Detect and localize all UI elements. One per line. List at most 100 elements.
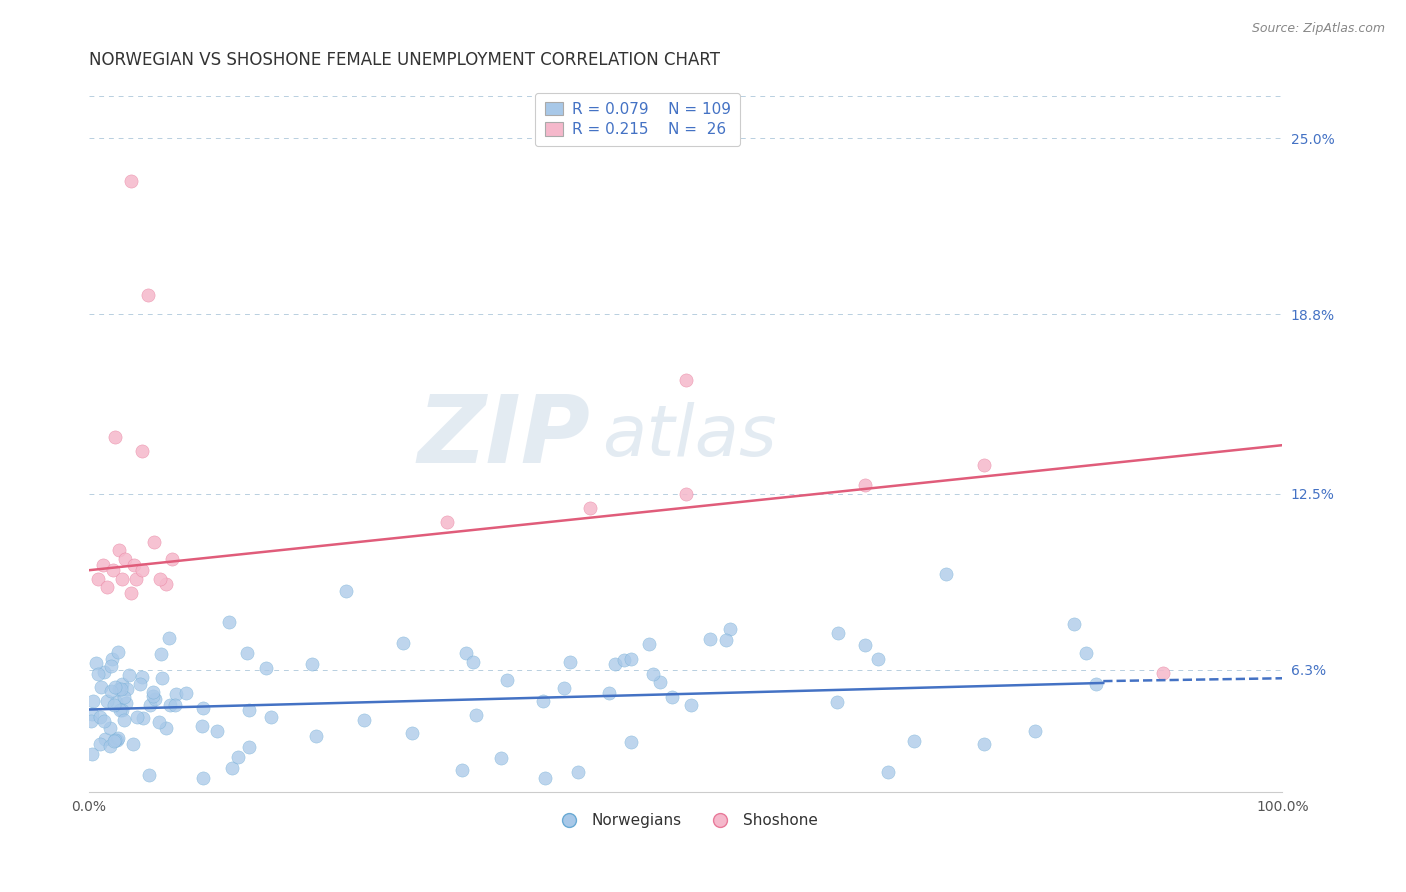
Point (82, 693, 104, 707)
Point (103, 698, 125, 712)
Point (111, 677, 134, 691)
Point (143, 692, 166, 706)
Text: NORWEGIAN VS SHOSHONE FEMALE UNEMPLOYMENT CORRELATION CHART: NORWEGIAN VS SHOSHONE FEMALE UNEMPLOYMEN… (89, 51, 720, 69)
Point (111, 572, 134, 586)
Point (100, 652, 122, 666)
Point (534, 771, 557, 785)
Point (579, 500, 602, 515)
Point (155, 722, 177, 736)
Text: ZIP: ZIP (418, 391, 591, 483)
Point (461, 655, 484, 669)
Point (157, 632, 180, 646)
Point (641, 666, 664, 681)
Point (80, 714, 103, 729)
Point (114, 696, 136, 710)
Point (108, 682, 131, 697)
Point (718, 622, 741, 636)
Point (238, 703, 260, 717)
Point (132, 711, 155, 725)
Point (605, 657, 627, 672)
Point (115, 681, 138, 696)
Point (93, 714, 115, 728)
Point (82, 747, 104, 761)
Point (1084, 677, 1107, 691)
Point (165, 687, 187, 701)
Point (661, 690, 683, 704)
Point (866, 652, 889, 666)
Point (675, 486, 697, 500)
Point (89, 737, 111, 751)
Point (93, 665, 115, 679)
Point (553, 681, 575, 696)
Point (131, 443, 153, 458)
Point (90, 681, 112, 695)
Point (456, 646, 478, 660)
Point (637, 637, 659, 651)
Point (138, 768, 160, 782)
Point (699, 632, 721, 647)
Point (401, 726, 423, 740)
Point (96, 694, 118, 708)
Point (1063, 617, 1085, 632)
Point (103, 734, 125, 748)
Point (648, 675, 671, 690)
Point (305, 729, 328, 743)
Point (877, 765, 900, 780)
Point (235, 646, 257, 660)
Point (1152, 665, 1174, 680)
Point (254, 660, 277, 674)
Point (131, 670, 153, 684)
Point (218, 615, 240, 630)
Point (679, 698, 702, 712)
Point (853, 478, 876, 492)
Point (193, 701, 215, 715)
Point (450, 763, 472, 777)
Point (392, 635, 415, 649)
Point (87, 666, 110, 681)
Point (107, 543, 129, 558)
Point (221, 761, 243, 775)
Point (91, 558, 114, 572)
Point (567, 764, 589, 779)
Point (238, 739, 260, 754)
Point (104, 733, 127, 747)
Point (80, 706, 103, 721)
Point (301, 657, 323, 671)
Point (935, 566, 957, 581)
Point (120, 174, 142, 188)
Point (714, 633, 737, 648)
Point (112, 690, 135, 704)
Point (159, 698, 181, 713)
Point (89, 710, 111, 724)
Point (598, 685, 620, 699)
Point (100, 683, 122, 698)
Point (193, 771, 215, 785)
Point (149, 572, 172, 586)
Point (107, 645, 129, 659)
Point (138, 287, 160, 301)
Point (100, 721, 122, 735)
Point (84, 656, 107, 670)
Point (489, 751, 512, 765)
Point (165, 698, 187, 712)
Point (155, 577, 177, 591)
Point (335, 583, 357, 598)
Point (125, 709, 148, 723)
Point (496, 673, 519, 688)
Point (128, 677, 150, 691)
Point (142, 689, 165, 703)
Point (131, 563, 153, 577)
Point (560, 656, 582, 670)
Point (205, 724, 228, 739)
Point (619, 652, 641, 666)
Point (1074, 646, 1097, 660)
Point (112, 713, 135, 727)
Point (162, 552, 184, 566)
Point (105, 695, 128, 709)
Point (98, 739, 121, 753)
Point (114, 552, 136, 566)
Point (120, 586, 142, 600)
Point (1024, 723, 1046, 738)
Point (436, 515, 458, 529)
Point (118, 668, 141, 682)
